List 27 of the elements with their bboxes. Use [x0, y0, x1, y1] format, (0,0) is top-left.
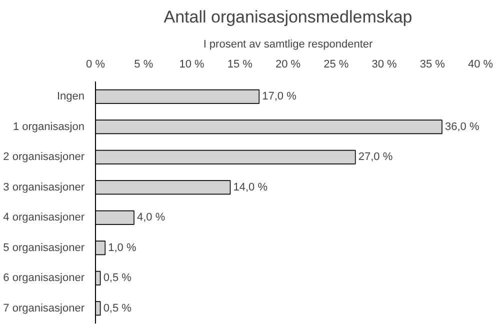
data-label: 14,0 %: [233, 181, 268, 194]
data-label: 0,5 %: [103, 302, 132, 314]
y-tick-label: 7 organisasjoner: [3, 302, 85, 314]
y-tick-label: 3 organisasjoner: [3, 181, 85, 194]
x-tick-label: 35 %: [420, 58, 446, 70]
y-tick-label: 2 organisasjoner: [3, 151, 85, 164]
data-label: 0,5 %: [103, 272, 132, 284]
data-label: 27,0 %: [358, 151, 393, 164]
x-tick-label: 5 %: [134, 58, 154, 70]
x-tick-label: 10 %: [179, 58, 205, 70]
y-tick-label: 6 organisasjoner: [3, 272, 85, 284]
y-tick-label: 4 organisasjoner: [3, 212, 85, 224]
x-tick-label: 25 %: [324, 58, 349, 70]
chart-subtitle: I prosent av samtlige respondenter: [203, 38, 374, 50]
data-label: 1,0 %: [108, 242, 136, 254]
x-tick-label: 30 %: [372, 58, 398, 70]
y-tick-label: 5 organisasjoner: [3, 242, 85, 254]
y-tick-label: Ingen: [56, 90, 85, 103]
x-tick-label: 15 %: [227, 58, 253, 70]
y-tick-label: 1 organisasjon: [12, 120, 85, 133]
x-tick-label: 20 %: [275, 58, 301, 70]
x-tick-label: 0 %: [86, 58, 106, 70]
chart-title: Antall organisasjonsmedlemskap: [164, 8, 412, 26]
data-label: 17,0 %: [262, 90, 297, 103]
x-tick-label: 40 %: [468, 58, 494, 70]
data-label: 36,0 %: [445, 120, 480, 133]
data-label: 4,0 %: [137, 212, 166, 224]
